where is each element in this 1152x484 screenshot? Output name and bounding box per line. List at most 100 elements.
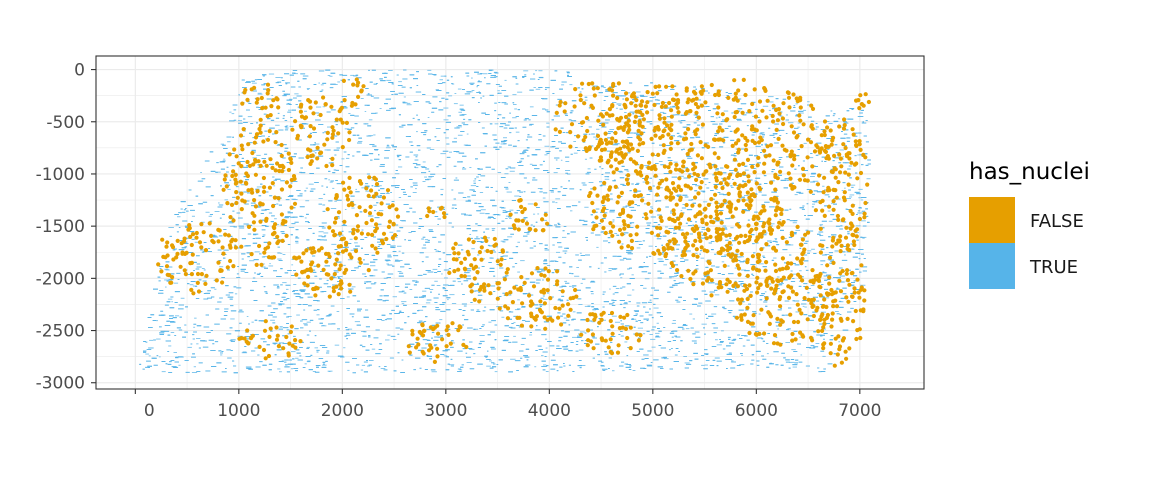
point-true [731, 360, 734, 361]
point-true [288, 110, 293, 111]
point-true [471, 185, 476, 186]
point-true [322, 365, 327, 366]
point-true [315, 144, 320, 145]
point-true [395, 173, 400, 174]
point-true [565, 170, 570, 171]
point-true [257, 187, 262, 188]
point-true [534, 366, 536, 367]
point-true [535, 70, 537, 71]
point-true [717, 344, 722, 345]
point-true [329, 76, 332, 77]
point-true [771, 223, 775, 224]
point-true [440, 79, 444, 80]
point-true [273, 185, 275, 186]
point-true [820, 224, 823, 225]
point-true [459, 369, 462, 370]
point-true [354, 242, 358, 243]
point-true [214, 289, 216, 290]
point-true [223, 159, 225, 160]
point-true [255, 251, 260, 252]
point-true [486, 366, 491, 367]
point-true [503, 137, 507, 138]
point-true [769, 110, 771, 111]
point-true [293, 284, 296, 285]
point-true [174, 352, 178, 353]
point-true [636, 92, 641, 93]
point-true [192, 372, 197, 373]
point-true [386, 80, 391, 81]
point-true [449, 152, 452, 153]
point-true [323, 106, 325, 107]
point-true [472, 90, 475, 91]
point-true [270, 320, 275, 321]
point-true [574, 153, 578, 154]
point-true [271, 95, 273, 96]
point-true [238, 120, 242, 121]
point-true [517, 242, 520, 243]
point-true [229, 112, 231, 113]
point-true [652, 208, 654, 209]
point-true [458, 135, 463, 136]
point-true [443, 108, 448, 109]
point-true [711, 314, 716, 315]
point-true [447, 299, 449, 300]
point-true [404, 97, 406, 98]
point-true [615, 322, 620, 323]
point-true [521, 307, 525, 308]
point-true [303, 323, 307, 324]
point-true [149, 340, 153, 341]
point-true [407, 103, 410, 104]
point-true [788, 122, 793, 123]
point-true [441, 274, 443, 275]
point-true [319, 198, 323, 199]
point-true [337, 276, 342, 277]
point-true [521, 344, 525, 345]
point-true [289, 227, 294, 228]
point-true [803, 110, 806, 111]
point-true [481, 209, 486, 210]
point-true [200, 172, 202, 173]
point-true [649, 246, 653, 247]
point-true [616, 108, 618, 109]
point-true [695, 253, 697, 254]
point-true [674, 162, 678, 163]
point-true [334, 201, 337, 202]
point-true [296, 243, 299, 244]
point-true [759, 314, 761, 315]
point-true [638, 328, 643, 329]
point-true [612, 221, 614, 222]
point-true [332, 276, 334, 277]
point-true [624, 342, 627, 343]
point-true [530, 106, 534, 107]
point-true [437, 285, 441, 286]
point-true [429, 289, 433, 290]
point-true [777, 329, 779, 330]
point-true [846, 198, 851, 199]
point-true [432, 371, 437, 372]
point-true [221, 144, 224, 145]
point-true [701, 365, 705, 366]
point-true [347, 370, 349, 371]
point-true [650, 110, 653, 111]
point-true [220, 355, 222, 356]
point-true [145, 354, 149, 355]
point-true [510, 171, 515, 172]
point-true [677, 136, 679, 137]
point-true [650, 339, 655, 340]
point-true [562, 237, 566, 238]
point-true [401, 301, 406, 302]
point-true [517, 272, 520, 273]
point-true [807, 250, 811, 251]
point-true [513, 104, 517, 105]
point-true [659, 161, 663, 162]
point-true [230, 319, 235, 320]
point-true [289, 99, 293, 100]
point-true [328, 75, 331, 76]
point-true [633, 370, 636, 371]
point-true [620, 277, 622, 278]
point-true [149, 355, 151, 356]
point-true [373, 205, 377, 206]
point-true [715, 294, 720, 295]
point-true [194, 318, 197, 319]
point-true [328, 179, 330, 180]
